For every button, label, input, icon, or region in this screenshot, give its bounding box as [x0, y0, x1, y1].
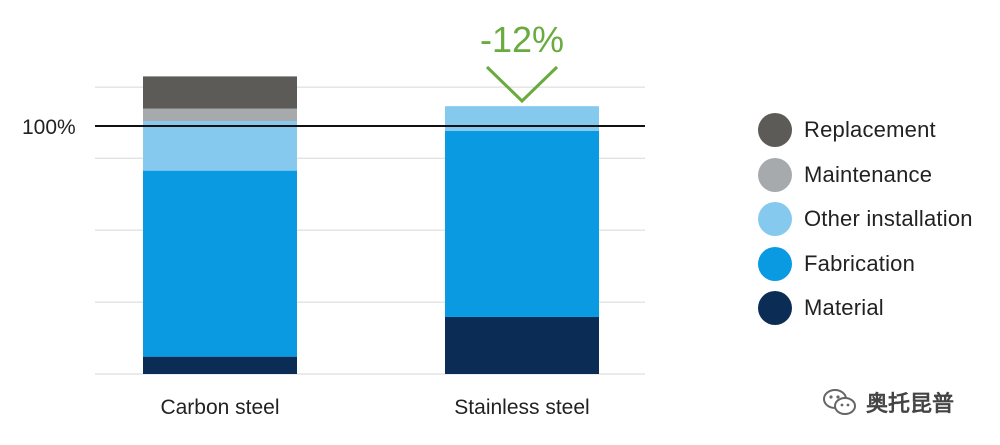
legend-label: Material [804, 295, 884, 321]
watermark-text: 奥托昆普 [866, 391, 955, 416]
watermark: 奥托昆普 [822, 386, 954, 418]
legend-swatch [758, 202, 792, 237]
legend-label: Fabrication [804, 250, 916, 276]
legend: Replacement Maintenance Other installation… [758, 108, 973, 331]
bar-segment-fabrication [143, 170, 297, 357]
legend-swatch [758, 246, 792, 281]
x-tick-label: Stainless steel [454, 396, 589, 419]
reference-line-label: 100% [22, 116, 76, 139]
legend-item-material: Material [758, 286, 973, 331]
wechat-icon [823, 389, 856, 415]
legend-item-replacement: Replacement [758, 108, 973, 153]
legend-item-other-installation: Other installation [758, 197, 973, 242]
annotation-text: -12% [480, 19, 564, 60]
bar-segment-material [445, 316, 599, 374]
legend-item-maintenance: Maintenance [758, 153, 973, 198]
annotation-arrow-icon [485, 65, 559, 104]
legend-label: Replacement [804, 117, 936, 143]
x-tick-label: Carbon steel [160, 396, 279, 419]
bar-segment-other-installation [445, 106, 599, 131]
bar-segment-other-installation [143, 121, 297, 171]
legend-swatch [758, 113, 792, 148]
bar-segment-fabrication [445, 130, 599, 317]
legend-item-fabrication: Fabrication [758, 242, 973, 287]
bar-segment-maintenance [143, 108, 297, 122]
bar-segment-material [143, 356, 297, 374]
legend-label: Maintenance [804, 161, 933, 187]
bar-segment-replacement [143, 76, 297, 109]
legend-label: Other installation [804, 206, 973, 232]
legend-swatch [758, 291, 792, 326]
legend-swatch [758, 157, 792, 192]
